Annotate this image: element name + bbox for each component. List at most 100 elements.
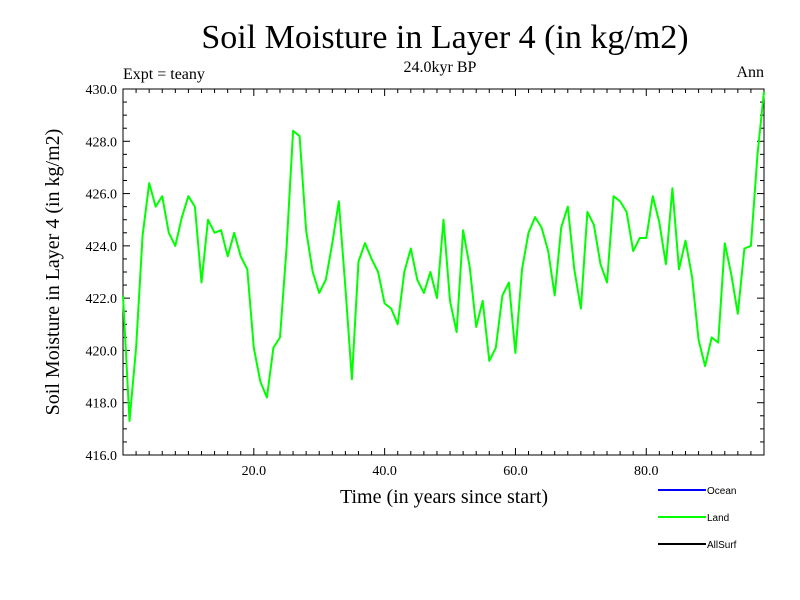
data-point [737,313,739,315]
data-point [665,263,667,265]
data-point [286,248,288,250]
data-points [122,91,765,422]
data-point [161,195,163,197]
x-tick-label: 40.0 [372,464,397,479]
data-point [469,266,471,268]
data-point [155,206,157,208]
data-point [586,211,588,213]
y-tick-label: 422.0 [86,292,118,307]
y-tick-label: 426.0 [86,188,118,203]
data-point [220,229,222,231]
data-point [292,130,294,132]
data-point [194,206,196,208]
data-point [639,237,641,239]
data-point [305,229,307,231]
data-point [514,352,516,354]
data-point [750,245,752,247]
axis-ticks [123,88,764,456]
data-point [691,276,693,278]
data-point [377,271,379,273]
data-point [547,250,549,252]
y-tick-label: 428.0 [86,135,118,150]
data-point [371,258,373,260]
data-point [410,248,412,250]
data-point [148,182,150,184]
y-tick-label: 430.0 [86,83,118,98]
data-point [227,255,229,257]
data-point [135,347,137,349]
data-point [187,195,189,197]
data-point [580,308,582,310]
data-point [488,360,490,362]
data-point [207,219,209,221]
data-point [129,420,131,422]
data-point [698,339,700,341]
data-point [528,232,530,234]
data-point [462,229,464,231]
data-point [423,292,425,294]
data-point [233,232,235,234]
data-point [449,300,451,302]
data-point [521,268,523,270]
data-point [331,242,333,244]
data-point [443,219,445,221]
data-point [685,240,687,242]
series-line-land [122,91,765,422]
chart-title: Soil Moisture in Layer 4 (in kg/m2) [201,19,688,56]
data-point [704,365,706,367]
data-point [652,195,654,197]
data-point [593,224,595,226]
plot-frame [122,88,765,456]
data-point [201,282,203,284]
y-tick-label: 424.0 [86,240,118,255]
data-point [351,378,353,380]
data-point [658,221,660,223]
data-point [416,279,418,281]
y-tick-labels: 416.0 418.0 420.0 422.0 424.0 426.0 428.0 430.0 [86,83,118,464]
data-point [122,295,124,297]
data-point [390,308,392,310]
data-point [495,347,497,349]
data-point [344,287,346,289]
data-point [429,271,431,273]
x-tick-label: 60.0 [503,464,528,479]
data-point [456,331,458,333]
data-point [600,263,602,265]
data-point [338,200,340,202]
data-point [632,250,634,252]
data-point [554,295,556,297]
data-point [299,135,301,137]
data-point [743,248,745,250]
y-tick-label: 418.0 [86,397,118,412]
data-point [246,268,248,270]
x-tick-labels: 20.0 40.0 60.0 80.0 [242,464,659,479]
data-point [606,282,608,284]
data-point [259,381,261,383]
data-point [560,227,562,229]
legend: Ocean Land AllSurf [658,486,737,551]
data-point [436,297,438,299]
data-point [724,242,726,244]
data-point [168,232,170,234]
data-point [475,326,477,328]
data-point [358,261,360,263]
data-point [174,245,176,247]
data-point [397,323,399,325]
experiment-label: Expt = teany [123,66,205,83]
data-point [534,216,536,218]
data-point [312,271,314,273]
data-point [626,211,628,213]
data-point [364,242,366,244]
x-tick-label: 80.0 [634,464,659,479]
data-point [318,292,320,294]
data-point [482,300,484,302]
data-point [142,234,144,236]
y-tick-label: 416.0 [86,449,118,464]
data-point [266,397,268,399]
chart-subtitle: 24.0kyr BP [404,59,477,76]
data-point [763,91,765,93]
legend-label-ocean: Ocean [707,486,736,497]
data-point [730,274,732,276]
data-point [671,187,673,189]
